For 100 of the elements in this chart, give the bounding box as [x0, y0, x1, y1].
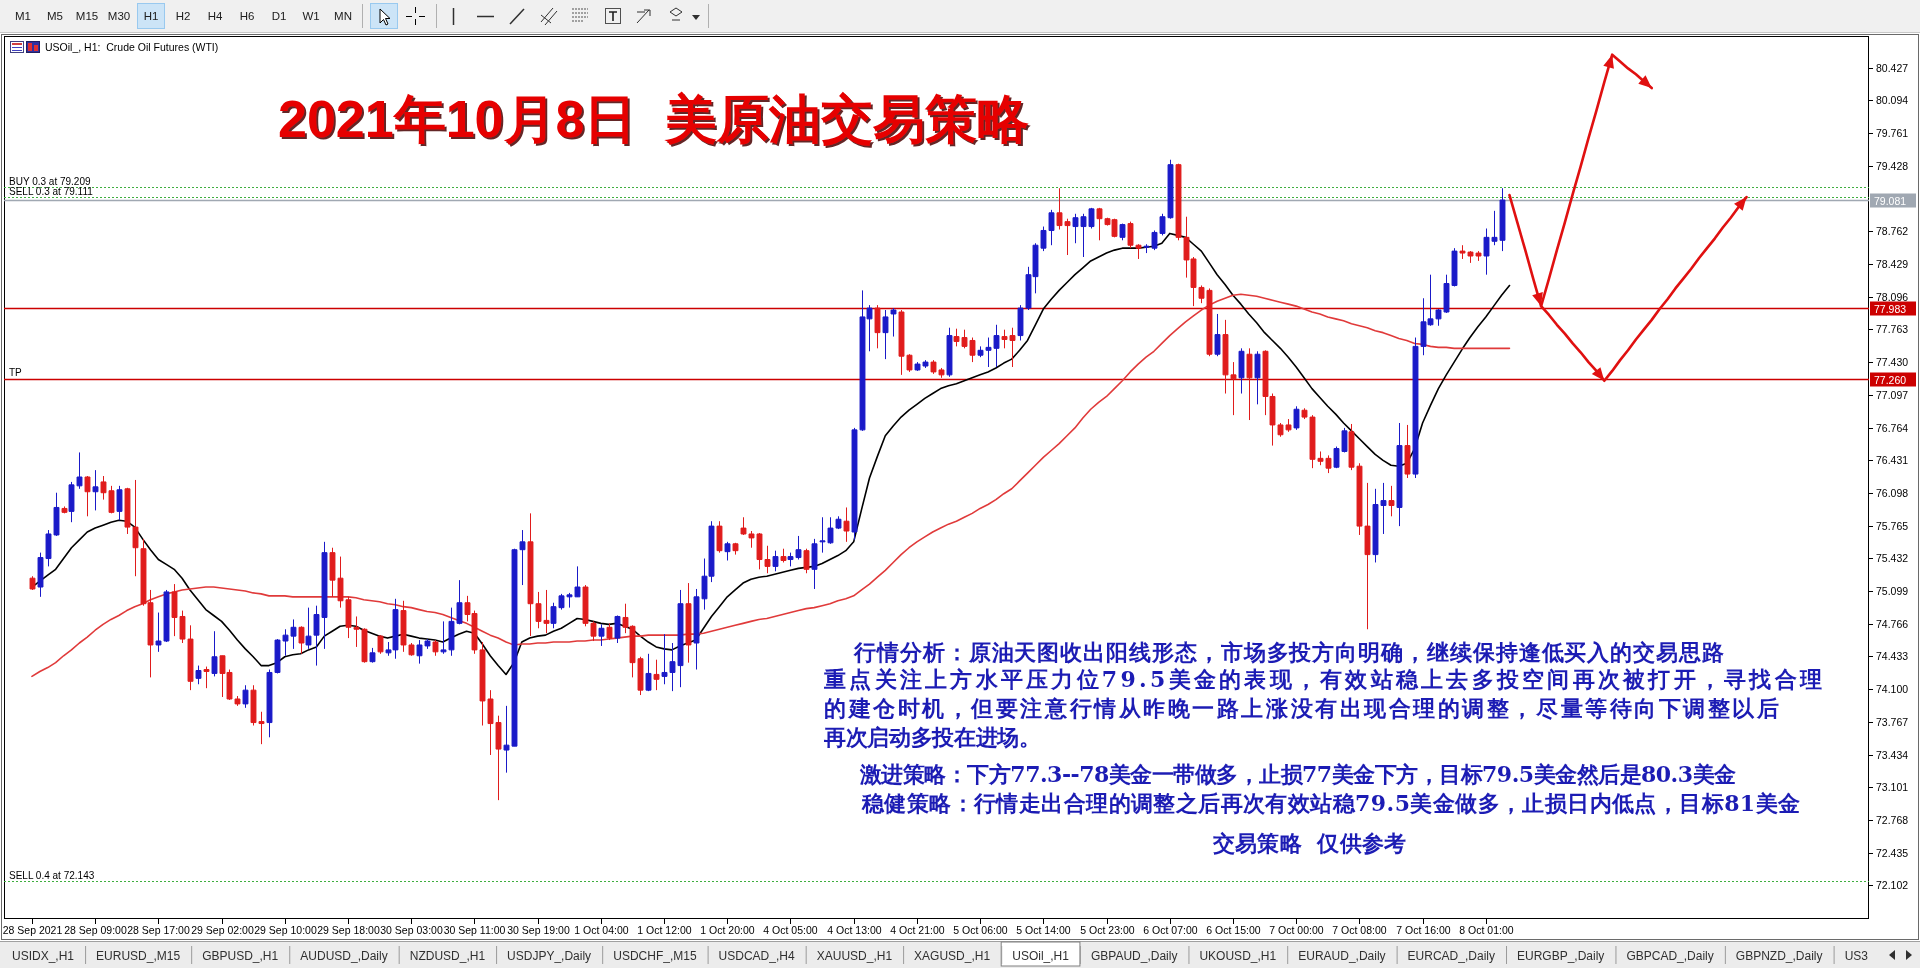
ref-line-label: 79.081	[1874, 194, 1907, 207]
x-tick-label: 8 Oct 01:00	[1459, 924, 1514, 936]
candlestick	[211, 630, 218, 677]
x-tick-label: 29 Sep 10:00	[254, 924, 317, 936]
x-tick-label: 4 Oct 21:00	[890, 924, 945, 936]
x-tick-label: 28 Sep 17:00	[127, 924, 190, 936]
y-tick-label: 72.768	[1876, 814, 1909, 827]
candlestick	[653, 659, 660, 691]
ref-line-label: SELL 0.4 at 72.143	[9, 869, 95, 881]
y-tick-label: 75.099	[1876, 585, 1909, 598]
candlestick	[195, 665, 202, 685]
candlestick	[1396, 422, 1403, 527]
text: UKOUSD_,H1	[1199, 949, 1277, 963]
y-tick-label: 73.101	[1876, 781, 1909, 794]
text: H4	[207, 10, 223, 22]
candlestick	[298, 625, 305, 655]
candlestick	[606, 622, 613, 641]
text: GBPUSD_,H1	[202, 949, 279, 963]
candlestick	[369, 647, 376, 664]
y-tick-label: 74.100	[1876, 683, 1909, 696]
candlestick	[1246, 347, 1253, 421]
candlestick	[84, 475, 91, 517]
candlestick	[1404, 424, 1411, 479]
text: EURGBP_,Daily	[1517, 949, 1605, 963]
candlestick	[716, 520, 723, 554]
y-tick-label: 75.432	[1876, 552, 1909, 565]
x-tick-label: 1 Oct 12:00	[637, 924, 692, 936]
candlestick	[1254, 350, 1261, 405]
text: USDCAD_,H4	[718, 949, 795, 963]
candlestick	[724, 541, 731, 561]
candlestick	[242, 684, 249, 709]
text: XAUUSD_,H1	[816, 949, 893, 963]
candlestick	[1119, 223, 1126, 241]
y-tick-label: 80.094	[1876, 94, 1909, 107]
text: EURAUD_,Daily	[1298, 949, 1386, 963]
y-tick-label: 72.435	[1876, 847, 1909, 860]
x-tick-label: 30 Sep 03:00	[380, 924, 443, 936]
candlestick	[772, 550, 779, 572]
text: US3	[1844, 949, 1869, 963]
x-tick-label: 28 Sep 2021	[2, 924, 63, 936]
text: AUDUSD_,Daily	[300, 949, 388, 963]
x-tick-label: 1 Oct 20:00	[700, 924, 755, 936]
x-tick-label: 7 Oct 08:00	[1332, 924, 1387, 936]
x-tick-label: 5 Oct 06:00	[953, 924, 1008, 936]
text: EURCAD_,Daily	[1407, 949, 1495, 963]
annotation: 行情分析：原油天图收出阳线形态，市场多投方向明确，继续保持逢低买入的交易思路	[853, 639, 1724, 665]
candlestick	[432, 639, 439, 657]
annotation: 稳健策略：行情走出合理的调整之后再次有效站稳79.5美金做多，止损日内低点，目标81美金	[861, 790, 1800, 816]
candlestick	[92, 469, 99, 511]
candlestick	[946, 327, 953, 378]
y-tick-label: 76.098	[1876, 487, 1909, 500]
annotation: 激进策略：下方77.3--78美金一带做多，止损77美金下方，目标79.5美金然后是80.3美金	[859, 761, 1736, 787]
text: M30	[107, 10, 131, 22]
text: H2	[175, 10, 191, 22]
ref-line-label: SELL 0.3 at 79.111	[9, 185, 94, 197]
candlestick	[874, 304, 881, 349]
x-tick-label: 4 Oct 13:00	[827, 924, 882, 936]
y-tick-label: 80.427	[1876, 62, 1909, 75]
candlestick	[1214, 313, 1221, 357]
text: 2021年10月8日 美原油交易策略	[278, 90, 1030, 148]
y-tick-label: 75.765	[1876, 520, 1909, 533]
text: USDJPY_,Daily	[507, 949, 592, 963]
candlestick	[843, 506, 850, 543]
y-tick-label: 76.764	[1876, 422, 1909, 435]
y-tick-label: 78.096	[1876, 291, 1909, 304]
y-tick-label: 78.762	[1876, 225, 1909, 238]
x-tick-label: 7 Oct 00:00	[1269, 924, 1324, 936]
text: GBPAUD_,Daily	[1090, 949, 1178, 963]
candlestick	[1293, 405, 1300, 431]
candlestick	[116, 485, 123, 521]
text: USOil_, H1: Crude Oil Futures (WTI)	[45, 41, 219, 53]
candlestick	[1388, 485, 1395, 517]
text: MN	[334, 10, 352, 22]
y-tick-label: 76.431	[1876, 454, 1909, 467]
x-tick-label: 4 Oct 05:00	[763, 924, 818, 936]
text: USDCHF_,M15	[613, 949, 697, 963]
ref-line-label: 77.983	[1874, 302, 1907, 315]
text: D1	[271, 10, 287, 22]
candlestick	[780, 548, 787, 563]
x-tick-label: 29 Sep 02:00	[191, 924, 254, 936]
text: M1	[15, 10, 31, 22]
text: GBPCAD_,Daily	[1626, 949, 1714, 963]
candlestick	[645, 653, 652, 692]
annotation: 交易策略 仅供参考	[1212, 830, 1406, 856]
annotation: TP	[9, 367, 23, 378]
candlestick	[882, 309, 889, 360]
y-tick-label: 79.761	[1876, 127, 1909, 140]
candlestick	[811, 538, 818, 590]
text: EURUSD_,M15	[96, 949, 181, 963]
x-tick-label: 30 Sep 11:00	[443, 924, 506, 936]
text: H1	[143, 10, 159, 22]
x-tick-label: 1 Oct 04:00	[574, 924, 629, 936]
x-tick-label: 6 Oct 07:00	[1143, 924, 1198, 936]
candlestick	[685, 582, 692, 664]
annotation: 重点关注上方水平压力位79.5美金的表现，有效站稳上去多投空间再次被打开，寻找合理	[823, 666, 1822, 692]
annotation: 的建仓时机，但要注意行情从昨晚一路上涨没有出现合理的调整，尽量等待向下调整以后	[824, 695, 1779, 721]
y-tick-label: 73.767	[1876, 716, 1909, 729]
candlestick	[61, 505, 68, 514]
text: M15	[75, 10, 99, 22]
y-tick-label: 74.766	[1876, 618, 1909, 631]
